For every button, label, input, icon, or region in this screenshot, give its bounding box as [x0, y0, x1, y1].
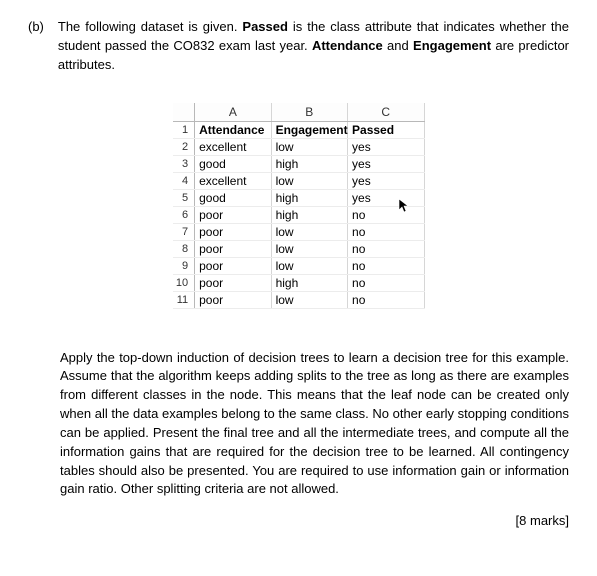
table-row: 5goodhighyes	[173, 189, 425, 206]
column-letter-row: A B C	[173, 103, 425, 122]
row-number: 11	[173, 291, 195, 308]
data-cell: excellent	[195, 138, 271, 155]
data-cell: poor	[195, 274, 271, 291]
data-cell: no	[348, 206, 424, 223]
col-letter-a: A	[195, 103, 271, 122]
data-cell: low	[271, 138, 347, 155]
row-number: 6	[173, 206, 195, 223]
dataset-table: A B C 1AttendanceEngagementPassed2excell…	[173, 103, 425, 309]
data-cell: high	[271, 155, 347, 172]
col-letter-b: B	[271, 103, 347, 122]
data-cell: low	[271, 240, 347, 257]
data-cell: yes	[348, 138, 424, 155]
data-cell: low	[271, 291, 347, 308]
data-cell: poor	[195, 291, 271, 308]
data-cell: high	[271, 274, 347, 291]
intro-bold-engagement: Engagement	[413, 38, 491, 53]
dataset-table-container: A B C 1AttendanceEngagementPassed2excell…	[173, 103, 425, 309]
data-cell: good	[195, 189, 271, 206]
data-cell: yes	[348, 172, 424, 189]
table-row: 3goodhighyes	[173, 155, 425, 172]
table-row: 9poorlowno	[173, 257, 425, 274]
data-cell: no	[348, 274, 424, 291]
data-cell: poor	[195, 223, 271, 240]
table-row: 7poorlowno	[173, 223, 425, 240]
data-cell: no	[348, 291, 424, 308]
marks-label: [8 marks]	[60, 513, 569, 528]
intro-bold-passed: Passed	[242, 19, 288, 34]
row-number: 1	[173, 121, 195, 138]
header-cell: Attendance	[195, 121, 271, 138]
data-cell: low	[271, 257, 347, 274]
data-cell: yes	[348, 189, 424, 206]
data-cell: good	[195, 155, 271, 172]
row-number: 4	[173, 172, 195, 189]
task-paragraph: Apply the top-down induction of decision…	[60, 349, 569, 500]
question-label: (b)	[28, 18, 44, 37]
data-cell: yes	[348, 155, 424, 172]
intro-paragraph: The following dataset is given. Passed i…	[58, 18, 569, 75]
table-header-row: 1AttendanceEngagementPassed	[173, 121, 425, 138]
data-cell: high	[271, 189, 347, 206]
row-number: 5	[173, 189, 195, 206]
data-cell: no	[348, 223, 424, 240]
data-cell: excellent	[195, 172, 271, 189]
header-cell: Engagement	[271, 121, 347, 138]
table-row: 4excellentlowyes	[173, 172, 425, 189]
table-row: 6poorhighno	[173, 206, 425, 223]
intro-bold-attendance: Attendance	[312, 38, 383, 53]
corner-cell	[173, 103, 195, 122]
row-number: 3	[173, 155, 195, 172]
table-row: 8poorlowno	[173, 240, 425, 257]
data-cell: no	[348, 257, 424, 274]
row-number: 10	[173, 274, 195, 291]
data-cell: low	[271, 223, 347, 240]
table-row: 10poorhighno	[173, 274, 425, 291]
table-row: 2excellentlowyes	[173, 138, 425, 155]
intro-text-1: The following dataset is given.	[58, 19, 243, 34]
header-cell: Passed	[348, 121, 424, 138]
col-letter-c: C	[348, 103, 424, 122]
intro-text-3: and	[383, 38, 413, 53]
row-number: 2	[173, 138, 195, 155]
data-cell: high	[271, 206, 347, 223]
data-cell: poor	[195, 206, 271, 223]
data-cell: low	[271, 172, 347, 189]
row-number: 7	[173, 223, 195, 240]
row-number: 8	[173, 240, 195, 257]
data-cell: poor	[195, 240, 271, 257]
row-number: 9	[173, 257, 195, 274]
table-row: 11poorlowno	[173, 291, 425, 308]
data-cell: poor	[195, 257, 271, 274]
data-cell: no	[348, 240, 424, 257]
